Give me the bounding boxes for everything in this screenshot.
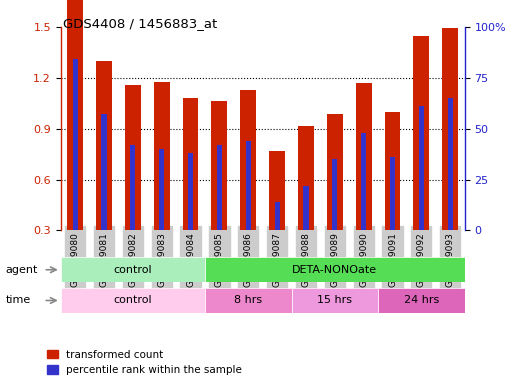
Bar xyxy=(448,98,453,230)
Legend: transformed count, percentile rank within the sample: transformed count, percentile rank withi… xyxy=(48,350,242,375)
Bar xyxy=(188,153,193,230)
Bar xyxy=(205,257,465,282)
Bar xyxy=(67,0,83,230)
Text: DETA-NONOate: DETA-NONOate xyxy=(292,265,378,275)
Bar xyxy=(356,83,372,230)
Bar xyxy=(384,112,400,230)
Bar xyxy=(442,79,458,281)
Bar xyxy=(96,112,112,281)
Bar xyxy=(356,134,372,281)
Bar xyxy=(384,162,400,281)
Bar xyxy=(183,98,199,230)
Bar xyxy=(154,82,169,230)
Bar xyxy=(269,151,285,230)
Bar xyxy=(61,288,205,313)
Bar xyxy=(304,185,308,230)
Bar xyxy=(419,106,424,230)
Bar xyxy=(240,141,256,281)
Bar xyxy=(246,141,251,230)
Text: agent: agent xyxy=(5,265,37,275)
Bar xyxy=(159,149,164,230)
Bar xyxy=(125,85,141,230)
Bar xyxy=(240,91,256,230)
Bar xyxy=(332,159,337,230)
Bar xyxy=(413,36,429,230)
Bar xyxy=(390,157,395,230)
Bar xyxy=(101,114,107,230)
Bar xyxy=(130,145,136,230)
Bar xyxy=(327,114,343,230)
Bar xyxy=(154,133,169,281)
Bar xyxy=(327,165,343,281)
Bar xyxy=(96,61,112,230)
Text: 15 hrs: 15 hrs xyxy=(317,295,352,306)
Bar xyxy=(378,288,465,313)
Bar xyxy=(269,202,285,281)
Bar xyxy=(125,136,141,281)
Bar xyxy=(275,202,280,230)
Text: GDS4408 / 1456883_at: GDS4408 / 1456883_at xyxy=(63,17,218,30)
Bar xyxy=(61,257,205,282)
Bar xyxy=(72,60,78,230)
Bar xyxy=(212,152,228,281)
Bar xyxy=(291,288,378,313)
Text: 8 hrs: 8 hrs xyxy=(234,295,262,306)
Bar xyxy=(361,133,366,230)
Bar xyxy=(298,126,314,230)
Text: control: control xyxy=(114,295,152,306)
Bar xyxy=(67,34,83,281)
Bar xyxy=(217,145,222,230)
Bar xyxy=(413,87,429,281)
Bar xyxy=(442,28,458,230)
Bar xyxy=(298,177,314,281)
Text: control: control xyxy=(114,265,152,275)
Text: 24 hrs: 24 hrs xyxy=(404,295,439,306)
Text: time: time xyxy=(5,295,31,306)
Bar xyxy=(183,149,199,281)
Bar xyxy=(205,288,291,313)
Bar xyxy=(212,101,228,230)
